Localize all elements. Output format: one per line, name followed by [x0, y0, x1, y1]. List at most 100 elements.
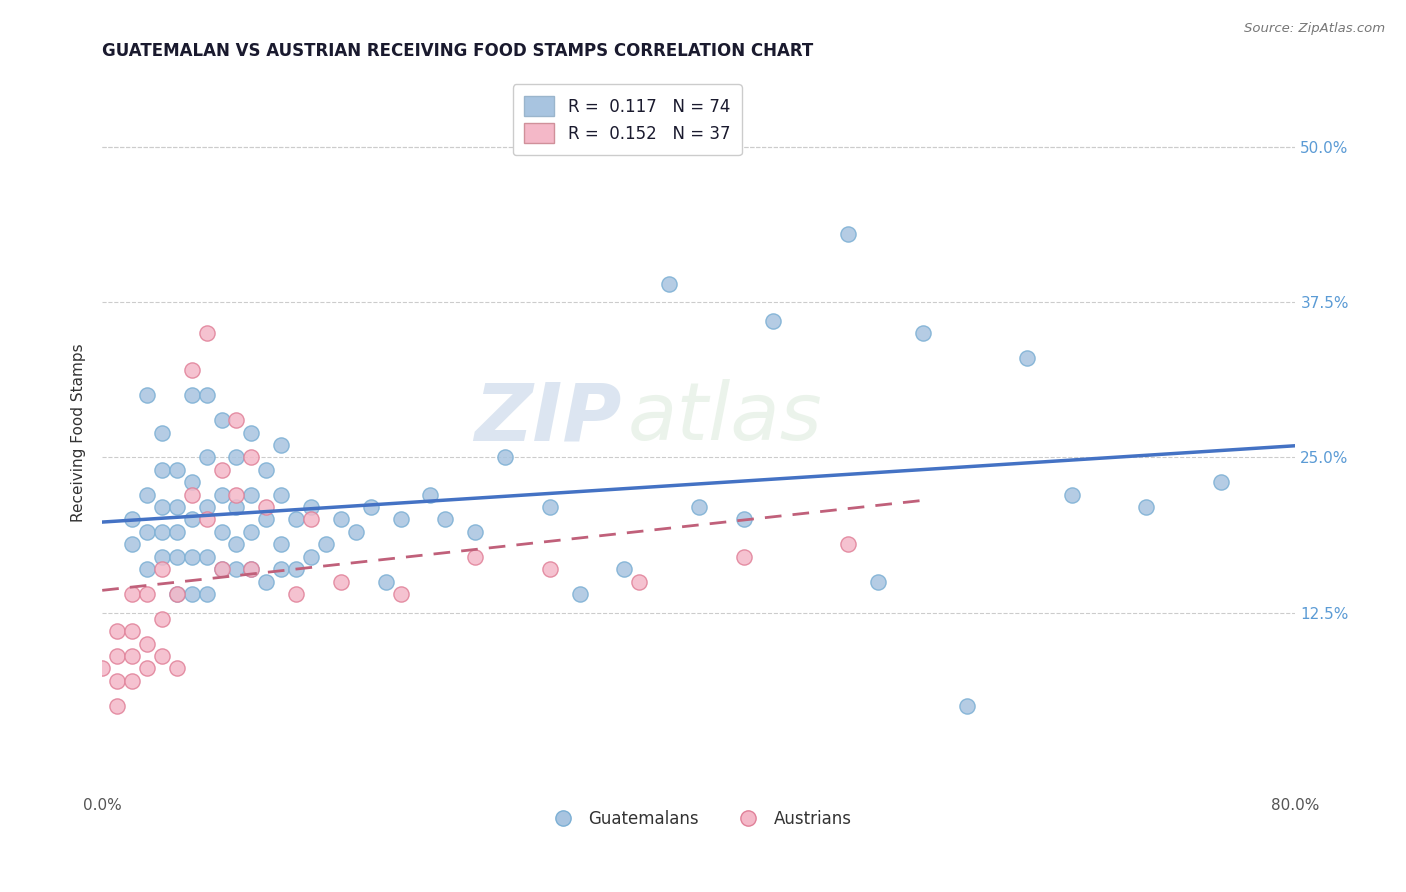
Point — [538, 562, 561, 576]
Point — [121, 648, 143, 663]
Point — [166, 661, 188, 675]
Point — [166, 524, 188, 539]
Point — [136, 488, 159, 502]
Point — [494, 450, 516, 465]
Point — [150, 612, 173, 626]
Point — [240, 562, 263, 576]
Point — [389, 587, 412, 601]
Point — [136, 661, 159, 675]
Point — [285, 587, 308, 601]
Point — [613, 562, 636, 576]
Point — [733, 512, 755, 526]
Point — [240, 562, 263, 576]
Point — [195, 450, 218, 465]
Point — [136, 587, 159, 601]
Point — [150, 524, 173, 539]
Point — [195, 500, 218, 514]
Point — [225, 537, 247, 551]
Point — [121, 587, 143, 601]
Point — [121, 512, 143, 526]
Point — [195, 549, 218, 564]
Point — [270, 562, 292, 576]
Text: atlas: atlas — [627, 379, 823, 457]
Point — [254, 500, 277, 514]
Point — [285, 512, 308, 526]
Point — [150, 549, 173, 564]
Point — [91, 661, 114, 675]
Point — [299, 549, 322, 564]
Point — [866, 574, 889, 589]
Point — [225, 500, 247, 514]
Point — [419, 488, 441, 502]
Point — [911, 326, 934, 341]
Point — [166, 500, 188, 514]
Point — [315, 537, 337, 551]
Text: GUATEMALAN VS AUSTRIAN RECEIVING FOOD STAMPS CORRELATION CHART: GUATEMALAN VS AUSTRIAN RECEIVING FOOD ST… — [103, 42, 814, 60]
Point — [1015, 351, 1038, 365]
Point — [299, 512, 322, 526]
Point — [150, 648, 173, 663]
Point — [270, 537, 292, 551]
Point — [389, 512, 412, 526]
Point — [180, 388, 202, 402]
Point — [270, 438, 292, 452]
Point — [211, 524, 233, 539]
Point — [240, 450, 263, 465]
Point — [166, 463, 188, 477]
Point — [344, 524, 367, 539]
Point — [733, 549, 755, 564]
Point — [225, 450, 247, 465]
Point — [837, 227, 859, 241]
Point — [166, 587, 188, 601]
Point — [360, 500, 382, 514]
Point — [105, 673, 128, 688]
Point — [762, 314, 785, 328]
Point — [195, 388, 218, 402]
Point — [121, 673, 143, 688]
Point — [150, 463, 173, 477]
Point — [136, 524, 159, 539]
Point — [240, 524, 263, 539]
Point — [374, 574, 396, 589]
Point — [195, 512, 218, 526]
Point — [240, 488, 263, 502]
Point — [136, 637, 159, 651]
Point — [180, 512, 202, 526]
Point — [270, 488, 292, 502]
Point — [538, 500, 561, 514]
Point — [180, 488, 202, 502]
Point — [837, 537, 859, 551]
Point — [464, 549, 486, 564]
Point — [254, 574, 277, 589]
Point — [105, 698, 128, 713]
Point — [195, 326, 218, 341]
Point — [299, 500, 322, 514]
Point — [225, 562, 247, 576]
Point — [956, 698, 979, 713]
Point — [180, 475, 202, 490]
Point — [136, 562, 159, 576]
Point — [225, 413, 247, 427]
Point — [105, 648, 128, 663]
Point — [240, 425, 263, 440]
Point — [211, 413, 233, 427]
Point — [464, 524, 486, 539]
Point — [568, 587, 591, 601]
Point — [150, 500, 173, 514]
Point — [628, 574, 651, 589]
Point — [225, 488, 247, 502]
Point — [150, 425, 173, 440]
Text: Source: ZipAtlas.com: Source: ZipAtlas.com — [1244, 22, 1385, 36]
Point — [688, 500, 710, 514]
Point — [211, 562, 233, 576]
Point — [254, 512, 277, 526]
Point — [254, 463, 277, 477]
Point — [121, 537, 143, 551]
Point — [1135, 500, 1157, 514]
Point — [658, 277, 681, 291]
Point — [105, 624, 128, 639]
Point — [166, 549, 188, 564]
Point — [180, 549, 202, 564]
Point — [121, 624, 143, 639]
Legend: Guatemalans, Austrians: Guatemalans, Austrians — [540, 804, 858, 835]
